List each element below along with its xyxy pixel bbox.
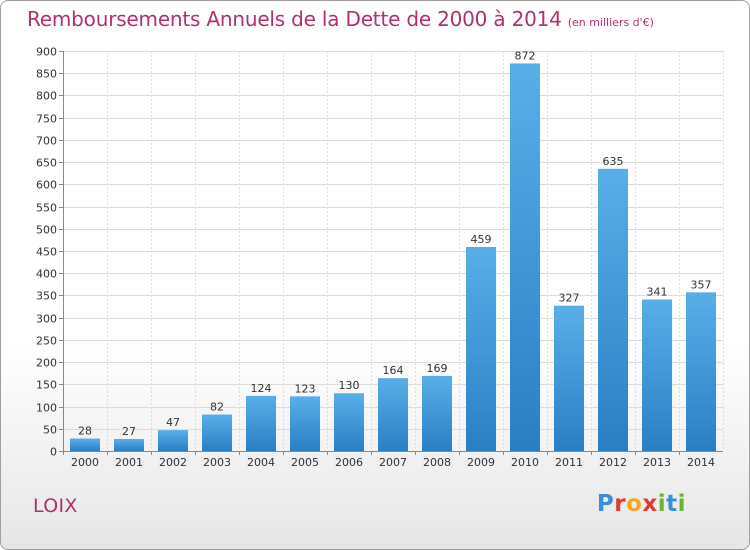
bar-2014 bbox=[686, 292, 716, 451]
xtick-label-2005: 2005 bbox=[291, 456, 319, 469]
ytick-label-450: 450 bbox=[36, 246, 57, 259]
xtick-label-2004: 2004 bbox=[247, 456, 275, 469]
xtick-label-2010: 2010 bbox=[511, 456, 539, 469]
data-label-2009: 459 bbox=[471, 233, 492, 246]
ytick-label-50: 50 bbox=[43, 424, 57, 437]
bar-2007 bbox=[378, 378, 408, 451]
xtick-label-2011: 2011 bbox=[555, 456, 583, 469]
ytick-label-350: 350 bbox=[36, 290, 57, 303]
proxiti-logo: Proxiti bbox=[597, 491, 686, 517]
bar-2004 bbox=[246, 395, 276, 451]
bar-2011 bbox=[554, 305, 584, 451]
logo-letter: i bbox=[657, 491, 667, 517]
xtick-label-2000: 2000 bbox=[71, 456, 99, 469]
ytick-label-200: 200 bbox=[36, 357, 57, 370]
data-label-2006: 130 bbox=[339, 379, 360, 392]
chart-title: Remboursements Annuels de la Dette de 20… bbox=[27, 7, 654, 31]
data-label-2008: 169 bbox=[427, 362, 448, 375]
chart-title-text: Remboursements Annuels de la Dette de 20… bbox=[27, 7, 562, 31]
ytick-label-550: 550 bbox=[36, 202, 57, 215]
bar-2003 bbox=[202, 414, 232, 451]
xtick-label-2003: 2003 bbox=[203, 456, 231, 469]
data-label-2011: 327 bbox=[559, 292, 580, 305]
bar-2012 bbox=[598, 168, 628, 451]
xtick-label-2009: 2009 bbox=[467, 456, 495, 469]
data-label-2014: 357 bbox=[691, 278, 712, 291]
ytick-label-400: 400 bbox=[36, 268, 57, 281]
logo-letter: i bbox=[677, 491, 686, 517]
data-label-2003: 82 bbox=[210, 401, 224, 414]
logo-letter: o bbox=[626, 491, 643, 517]
xtick-label-2007: 2007 bbox=[379, 456, 407, 469]
xtick-label-2013: 2013 bbox=[643, 456, 671, 469]
axes bbox=[59, 51, 723, 455]
data-label-2010: 872 bbox=[515, 49, 536, 62]
xtick-label-2002: 2002 bbox=[159, 456, 187, 469]
bar-2009 bbox=[466, 247, 496, 451]
place-name: LOIX bbox=[33, 495, 78, 517]
bar-2001 bbox=[114, 439, 144, 451]
data-label-2004: 124 bbox=[251, 382, 272, 395]
data-label-2000: 28 bbox=[78, 425, 92, 438]
ytick-label-500: 500 bbox=[36, 224, 57, 237]
bar-2013 bbox=[642, 299, 672, 451]
bar-2008 bbox=[422, 375, 452, 451]
ytick-label-700: 700 bbox=[36, 135, 57, 148]
bar-2006 bbox=[334, 393, 364, 451]
ytick-label-300: 300 bbox=[36, 313, 57, 326]
x-tick-labels: 2000 2001 2002 2003 2004 2005 2006 2007 2008 2009… bbox=[71, 456, 715, 469]
ytick-label-850: 850 bbox=[36, 68, 57, 81]
bar-2000 bbox=[70, 438, 100, 451]
logo-letter: P bbox=[596, 491, 615, 517]
ytick-label-600: 600 bbox=[36, 179, 57, 192]
data-labels: 28 27 47 82 124 123 130 164 169 459 872 327 635 341 35… bbox=[78, 49, 712, 438]
ytick-label-100: 100 bbox=[36, 402, 57, 415]
xtick-label-2014: 2014 bbox=[687, 456, 715, 469]
logo-letter: r bbox=[614, 491, 627, 517]
bar-2005 bbox=[290, 396, 320, 451]
ytick-label-750: 750 bbox=[36, 113, 57, 126]
xtick-label-2008: 2008 bbox=[423, 456, 451, 469]
data-label-2001: 27 bbox=[122, 425, 136, 438]
bar-2010 bbox=[510, 63, 540, 451]
bar-2002 bbox=[158, 430, 188, 451]
ytick-label-150: 150 bbox=[36, 379, 57, 392]
ytick-label-0: 0 bbox=[50, 446, 57, 459]
data-label-2007: 164 bbox=[383, 364, 404, 377]
y-tick-labels: 0 50 100 150 200 250 300 350 400 450 500 550 600 650 7… bbox=[36, 46, 57, 459]
data-label-2005: 123 bbox=[295, 382, 316, 395]
xtick-label-2006: 2006 bbox=[335, 456, 363, 469]
bars bbox=[70, 63, 716, 451]
data-label-2013: 341 bbox=[647, 285, 668, 298]
logo-letter: x bbox=[642, 491, 658, 517]
chart-subtitle: (en milliers d'€) bbox=[567, 16, 654, 29]
logo-letter: t bbox=[666, 491, 678, 517]
xtick-label-2001: 2001 bbox=[115, 456, 143, 469]
ytick-label-900: 900 bbox=[36, 46, 57, 59]
data-label-2002: 47 bbox=[166, 416, 180, 429]
ytick-label-800: 800 bbox=[36, 90, 57, 103]
data-label-2012: 635 bbox=[603, 155, 624, 168]
ytick-label-650: 650 bbox=[36, 157, 57, 170]
xtick-label-2012: 2012 bbox=[599, 456, 627, 469]
ytick-label-250: 250 bbox=[36, 335, 57, 348]
